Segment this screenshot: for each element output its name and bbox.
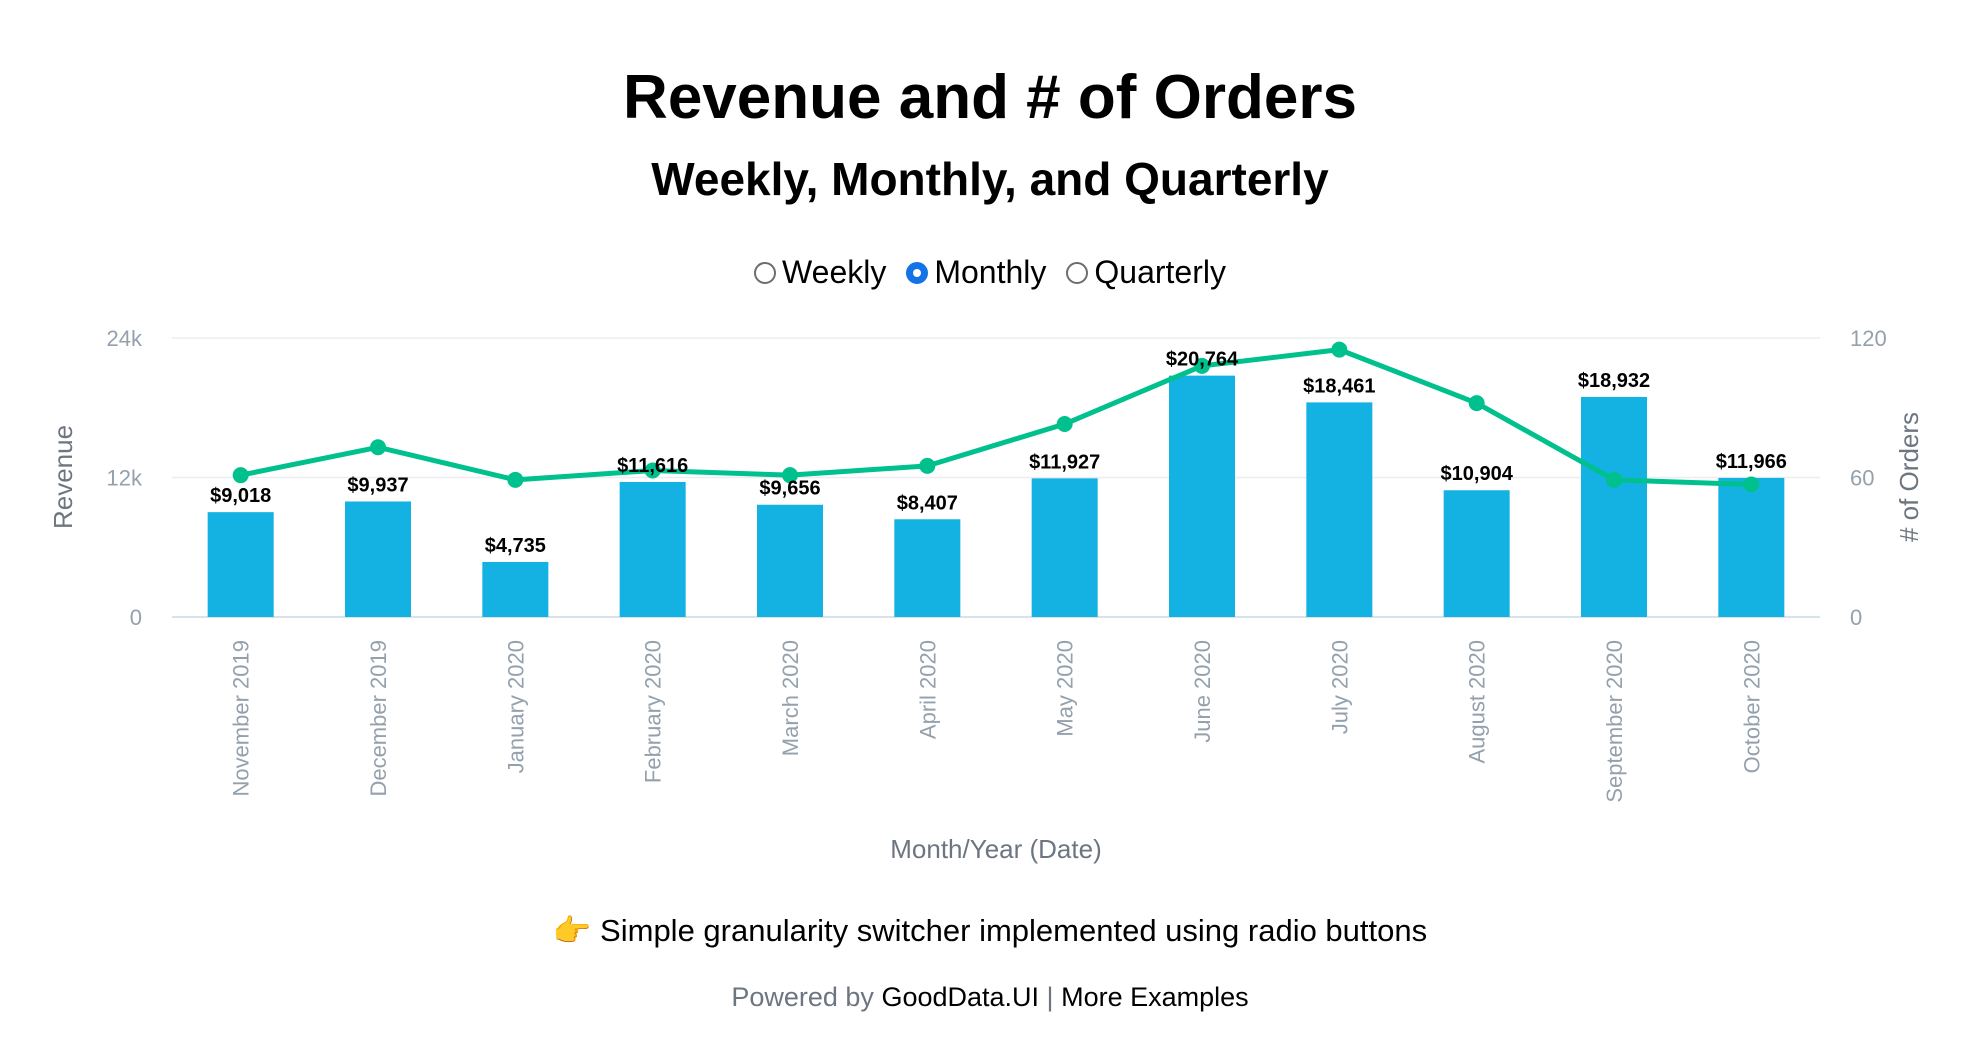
radio-monthly-label[interactable]: Monthly	[934, 254, 1047, 290]
bar-data-label: $11,927	[1029, 451, 1100, 473]
point-orders	[232, 467, 249, 484]
radio-weekly-label[interactable]: Weekly	[782, 254, 887, 290]
bar-revenue	[1718, 477, 1785, 617]
bar-revenue	[1443, 490, 1510, 617]
point-orders	[370, 439, 386, 456]
chart-title: Revenue and # of Orders	[623, 63, 1357, 132]
radio-monthly-circle[interactable]	[906, 261, 929, 284]
footer-separator: |	[1046, 982, 1054, 1012]
gooddata-ui-link[interactable]: GoodData.UI	[881, 982, 1040, 1012]
bar-data-label: $9,018	[210, 485, 271, 507]
point-orders	[1331, 341, 1348, 358]
bar-revenue	[894, 519, 961, 617]
bar-revenue	[1169, 375, 1235, 617]
point-orders	[1056, 416, 1073, 433]
x-tick-label: April 2020	[915, 640, 940, 739]
radio-quarterly-circle[interactable]	[1066, 261, 1089, 284]
x-tick-label: September 2020	[1602, 640, 1627, 803]
radio-quarterly[interactable]: Quarterly	[1066, 254, 1226, 291]
bar-data-label: $8,407	[897, 492, 958, 514]
bar-revenue	[1581, 396, 1647, 617]
chart-subtitle: Weekly, Monthly, and Quarterly	[651, 153, 1329, 205]
footer-prefix: Powered by	[731, 982, 874, 1012]
bar-data-label: $11,616	[617, 455, 688, 477]
bar-data-label: $10,904	[1441, 463, 1514, 485]
point-orders	[919, 457, 936, 474]
bar-data-label: $9,937	[347, 474, 408, 496]
footer: Powered by GoodData.UI | More Examples	[0, 982, 1980, 1013]
bar-revenue	[482, 561, 549, 617]
point-orders	[1468, 395, 1485, 412]
x-tick-label: October 2020	[1739, 640, 1764, 773]
y-tick-label-right: 120	[1850, 326, 1887, 351]
bar-data-label: $18,461	[1303, 375, 1375, 397]
y-tick-label-left: 24k	[107, 326, 143, 351]
x-axis-title: Month/Year (Date)	[890, 834, 1101, 864]
x-tick-label: January 2020	[503, 640, 528, 773]
bar-revenue	[757, 504, 823, 617]
bar-data-label: $9,656	[759, 478, 820, 500]
bar-revenue	[1031, 478, 1098, 617]
x-tick-label: March 2020	[778, 640, 803, 756]
x-tick-label: August 2020	[1465, 640, 1490, 764]
bar-data-label: $18,932	[1578, 370, 1650, 392]
y-tick-label-right: 0	[1850, 605, 1862, 630]
granularity-switcher: Weekly Monthly Quarterly	[0, 254, 1980, 291]
radio-quarterly-label[interactable]: Quarterly	[1094, 254, 1226, 290]
y-axis-title-right: # of Orders	[1894, 412, 1924, 542]
x-tick-label: December 2019	[366, 640, 391, 797]
note-text: 👉 Simple granularity switcher implemente…	[552, 913, 1428, 948]
bar-data-label: $4,735	[485, 535, 546, 557]
y-tick-label-left: 0	[130, 605, 142, 630]
bar-revenue	[345, 501, 411, 617]
radio-weekly[interactable]: Weekly	[754, 254, 886, 291]
x-tick-label: June 2020	[1190, 640, 1215, 743]
point-orders	[782, 467, 798, 484]
y-axis-title-left: Revenue	[48, 425, 78, 529]
radio-weekly-circle[interactable]	[754, 261, 777, 284]
point-orders	[1606, 471, 1622, 488]
radio-monthly[interactable]: Monthly	[906, 254, 1046, 291]
point-orders	[1743, 476, 1760, 493]
bar-data-label: $11,966	[1716, 451, 1787, 473]
combo-chart: 0 12k 24k 0 60 120 Revenue # of Orders Month/Yea…	[48, 326, 1924, 864]
point-orders	[507, 471, 524, 488]
point-orders	[644, 462, 661, 479]
y-tick-label-right: 60	[1850, 466, 1874, 491]
point-orders	[1194, 357, 1210, 374]
bar-data-label: $20,764	[1166, 349, 1239, 371]
x-tick-label: May 2020	[1053, 640, 1078, 737]
more-examples-link[interactable]: More Examples	[1061, 982, 1249, 1012]
line-orders	[240, 347, 1752, 487]
y-tick-label-left: 12k	[107, 466, 143, 491]
x-tick-label: November 2019	[229, 640, 254, 797]
x-tick-label: July 2020	[1327, 640, 1352, 734]
bar-revenue	[1306, 402, 1373, 617]
bar-revenue	[207, 512, 274, 617]
bar-revenue	[619, 481, 686, 617]
x-tick-label: February 2020	[641, 640, 666, 783]
